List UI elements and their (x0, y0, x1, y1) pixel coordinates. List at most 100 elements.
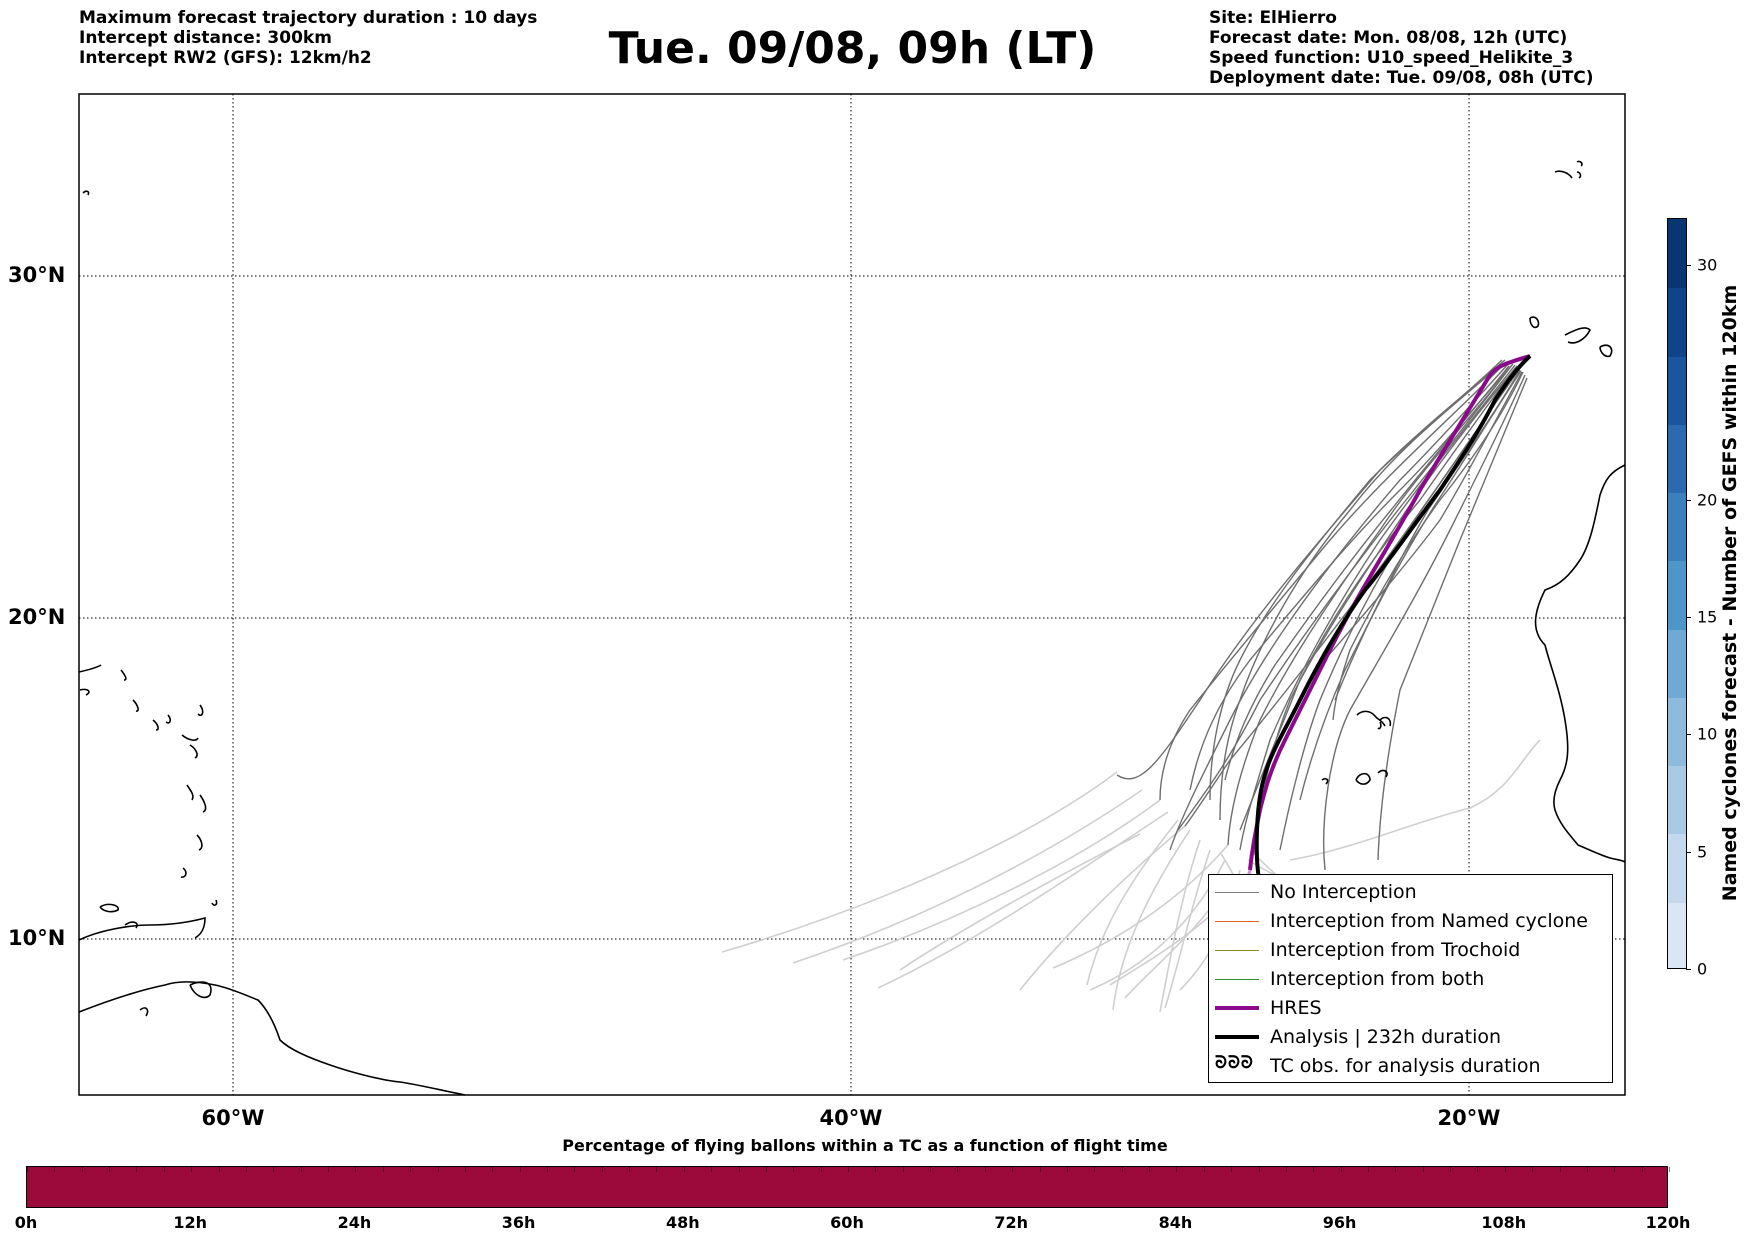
analysis-trajectory (1254, 354, 1532, 891)
bar-tick (191, 1167, 193, 1172)
cape-verde (1321, 710, 1392, 785)
south-america-coast (78, 981, 466, 1096)
bar-tick (765, 1167, 767, 1172)
legend-item-tc-obs: ᘐᘐᘐ TC obs. for analysis duration (1209, 1053, 1612, 1082)
colorbar-tick-label: 15 (1697, 607, 1718, 627)
legend-item-both: Interception from both (1209, 966, 1612, 995)
bar-tick (1012, 1167, 1014, 1172)
bar-tick (1669, 1167, 1670, 1172)
bar-tick (27, 1167, 28, 1172)
bar-tick (1477, 1167, 1479, 1172)
bar-tick (902, 1167, 904, 1172)
lat-label-20: 20°N (8, 605, 66, 629)
legend-item-trochoid: Interception from Trochoid (1209, 937, 1612, 966)
legend-item-named-cyclone: Interception from Named cyclone (1209, 908, 1612, 937)
colorbar-tick (1686, 734, 1691, 736)
legend-label: Interception from Named cyclone (1270, 910, 1588, 932)
bar-tick (546, 1167, 548, 1172)
legend-label: TC obs. for analysis duration (1270, 1055, 1541, 1077)
cyclone-count-colorbar (1667, 218, 1687, 969)
bar-tick (1532, 1167, 1534, 1172)
legend-label: Interception from Trochoid (1270, 939, 1521, 961)
bar-tick (218, 1167, 220, 1172)
bar-tick (1149, 1167, 1151, 1172)
bar-tick (1614, 1167, 1616, 1172)
colorbar-tick (1686, 969, 1691, 970)
madeira (1554, 160, 1583, 179)
legend-item-analysis: Analysis | 232h duration (1209, 1024, 1612, 1053)
bar-tick (382, 1167, 384, 1172)
bar-tick (957, 1167, 959, 1172)
bar-tick (519, 1167, 521, 1172)
legend-label: HRES (1270, 997, 1322, 1019)
bar-tick (574, 1167, 576, 1172)
bar-tick (1121, 1167, 1123, 1172)
faded-trajectories (721, 739, 1541, 1013)
colorbar-segment (1668, 901, 1686, 968)
bar-tick (300, 1167, 302, 1172)
bar-tick (1039, 1167, 1041, 1172)
site-parameters: Site: ElHierro Forecast date: Mon. 08/08… (1209, 8, 1594, 88)
lat-label-30: 30°N (8, 263, 66, 287)
lon-label-60w: 60°W (201, 1106, 265, 1130)
bar-tick (1203, 1167, 1205, 1172)
flight-time-tick-label: 108h (1481, 1213, 1527, 1232)
map-legend: No Interception Interception from Named … (1208, 874, 1613, 1083)
colorbar-segment (1668, 765, 1686, 835)
colorbar-tick (1686, 851, 1691, 853)
bar-tick (1450, 1167, 1452, 1172)
bar-tick (245, 1167, 247, 1172)
bar-tick (1094, 1167, 1096, 1172)
deployment-date-text: Deployment date: Tue. 09/08, 08h (UTC) (1209, 68, 1594, 88)
bar-tick (1313, 1167, 1315, 1172)
lesser-antilles (165, 704, 218, 906)
bar-tick (273, 1167, 275, 1172)
flight-time-tick-label: 60h (830, 1213, 864, 1232)
bar-tick (656, 1167, 658, 1172)
legend-label: No Interception (1270, 881, 1417, 903)
forecast-parameters: Maximum forecast trajectory duration : 1… (79, 8, 537, 68)
speed-function-text: Speed function: U10_speed_Helikite_3 (1209, 48, 1574, 68)
bar-tick (54, 1167, 56, 1172)
bar-tick (1176, 1167, 1178, 1172)
intercept-rw2-text: Intercept RW2 (GFS): 12km/h2 (79, 48, 372, 68)
legend-swatch (1215, 1006, 1259, 1010)
lon-label-20w: 20°W (1437, 1106, 1501, 1130)
bar-tick (464, 1167, 466, 1172)
bermuda (82, 190, 90, 196)
page-title: Tue. 09/08, 09h (LT) (608, 23, 1097, 74)
bar-tick (629, 1167, 631, 1172)
bar-tick (328, 1167, 330, 1172)
canary-islands (1529, 316, 1613, 358)
colorbar-tick (1686, 264, 1691, 266)
colorbar-segment (1668, 560, 1686, 630)
flight-time-tick-label: 120h (1645, 1213, 1691, 1232)
bar-tick (848, 1167, 849, 1172)
flight-time-tick-label: 24h (337, 1213, 372, 1232)
flight-time-tick-label: 72h (994, 1213, 1029, 1232)
colorbar-title: Named cyclones forecast - Number of GEFS… (1719, 284, 1741, 902)
flight-time-tick-label: 84h (1158, 1213, 1193, 1232)
colorbar-tick (1686, 499, 1691, 501)
bar-tick (793, 1167, 795, 1172)
legend-item-no-interception: No Interception (1209, 879, 1612, 908)
venezuela-coast (78, 916, 206, 941)
bar-tick (1066, 1167, 1068, 1172)
bar-tick (1641, 1167, 1643, 1172)
bar-tick (437, 1167, 439, 1172)
flight-time-tick-label: 0h (14, 1213, 38, 1232)
colorbar-segment (1668, 833, 1686, 903)
colorbar-tick-label: 5 (1697, 842, 1708, 862)
bar-tick (875, 1167, 877, 1172)
bar-tick (1258, 1167, 1260, 1172)
intercept-distance-text: Intercept distance: 300km (79, 28, 332, 48)
legend-swatch (1215, 950, 1259, 951)
bar-tick (984, 1167, 986, 1172)
colorbar-tick-label: 10 (1697, 724, 1718, 744)
legend-swatch (1215, 979, 1259, 980)
bar-tick (1586, 1167, 1588, 1172)
bar-tick (355, 1167, 357, 1172)
bar-tick (930, 1167, 932, 1172)
flight-time-tick-label: 96h (1322, 1213, 1357, 1232)
bar-tick (1340, 1167, 1342, 1172)
